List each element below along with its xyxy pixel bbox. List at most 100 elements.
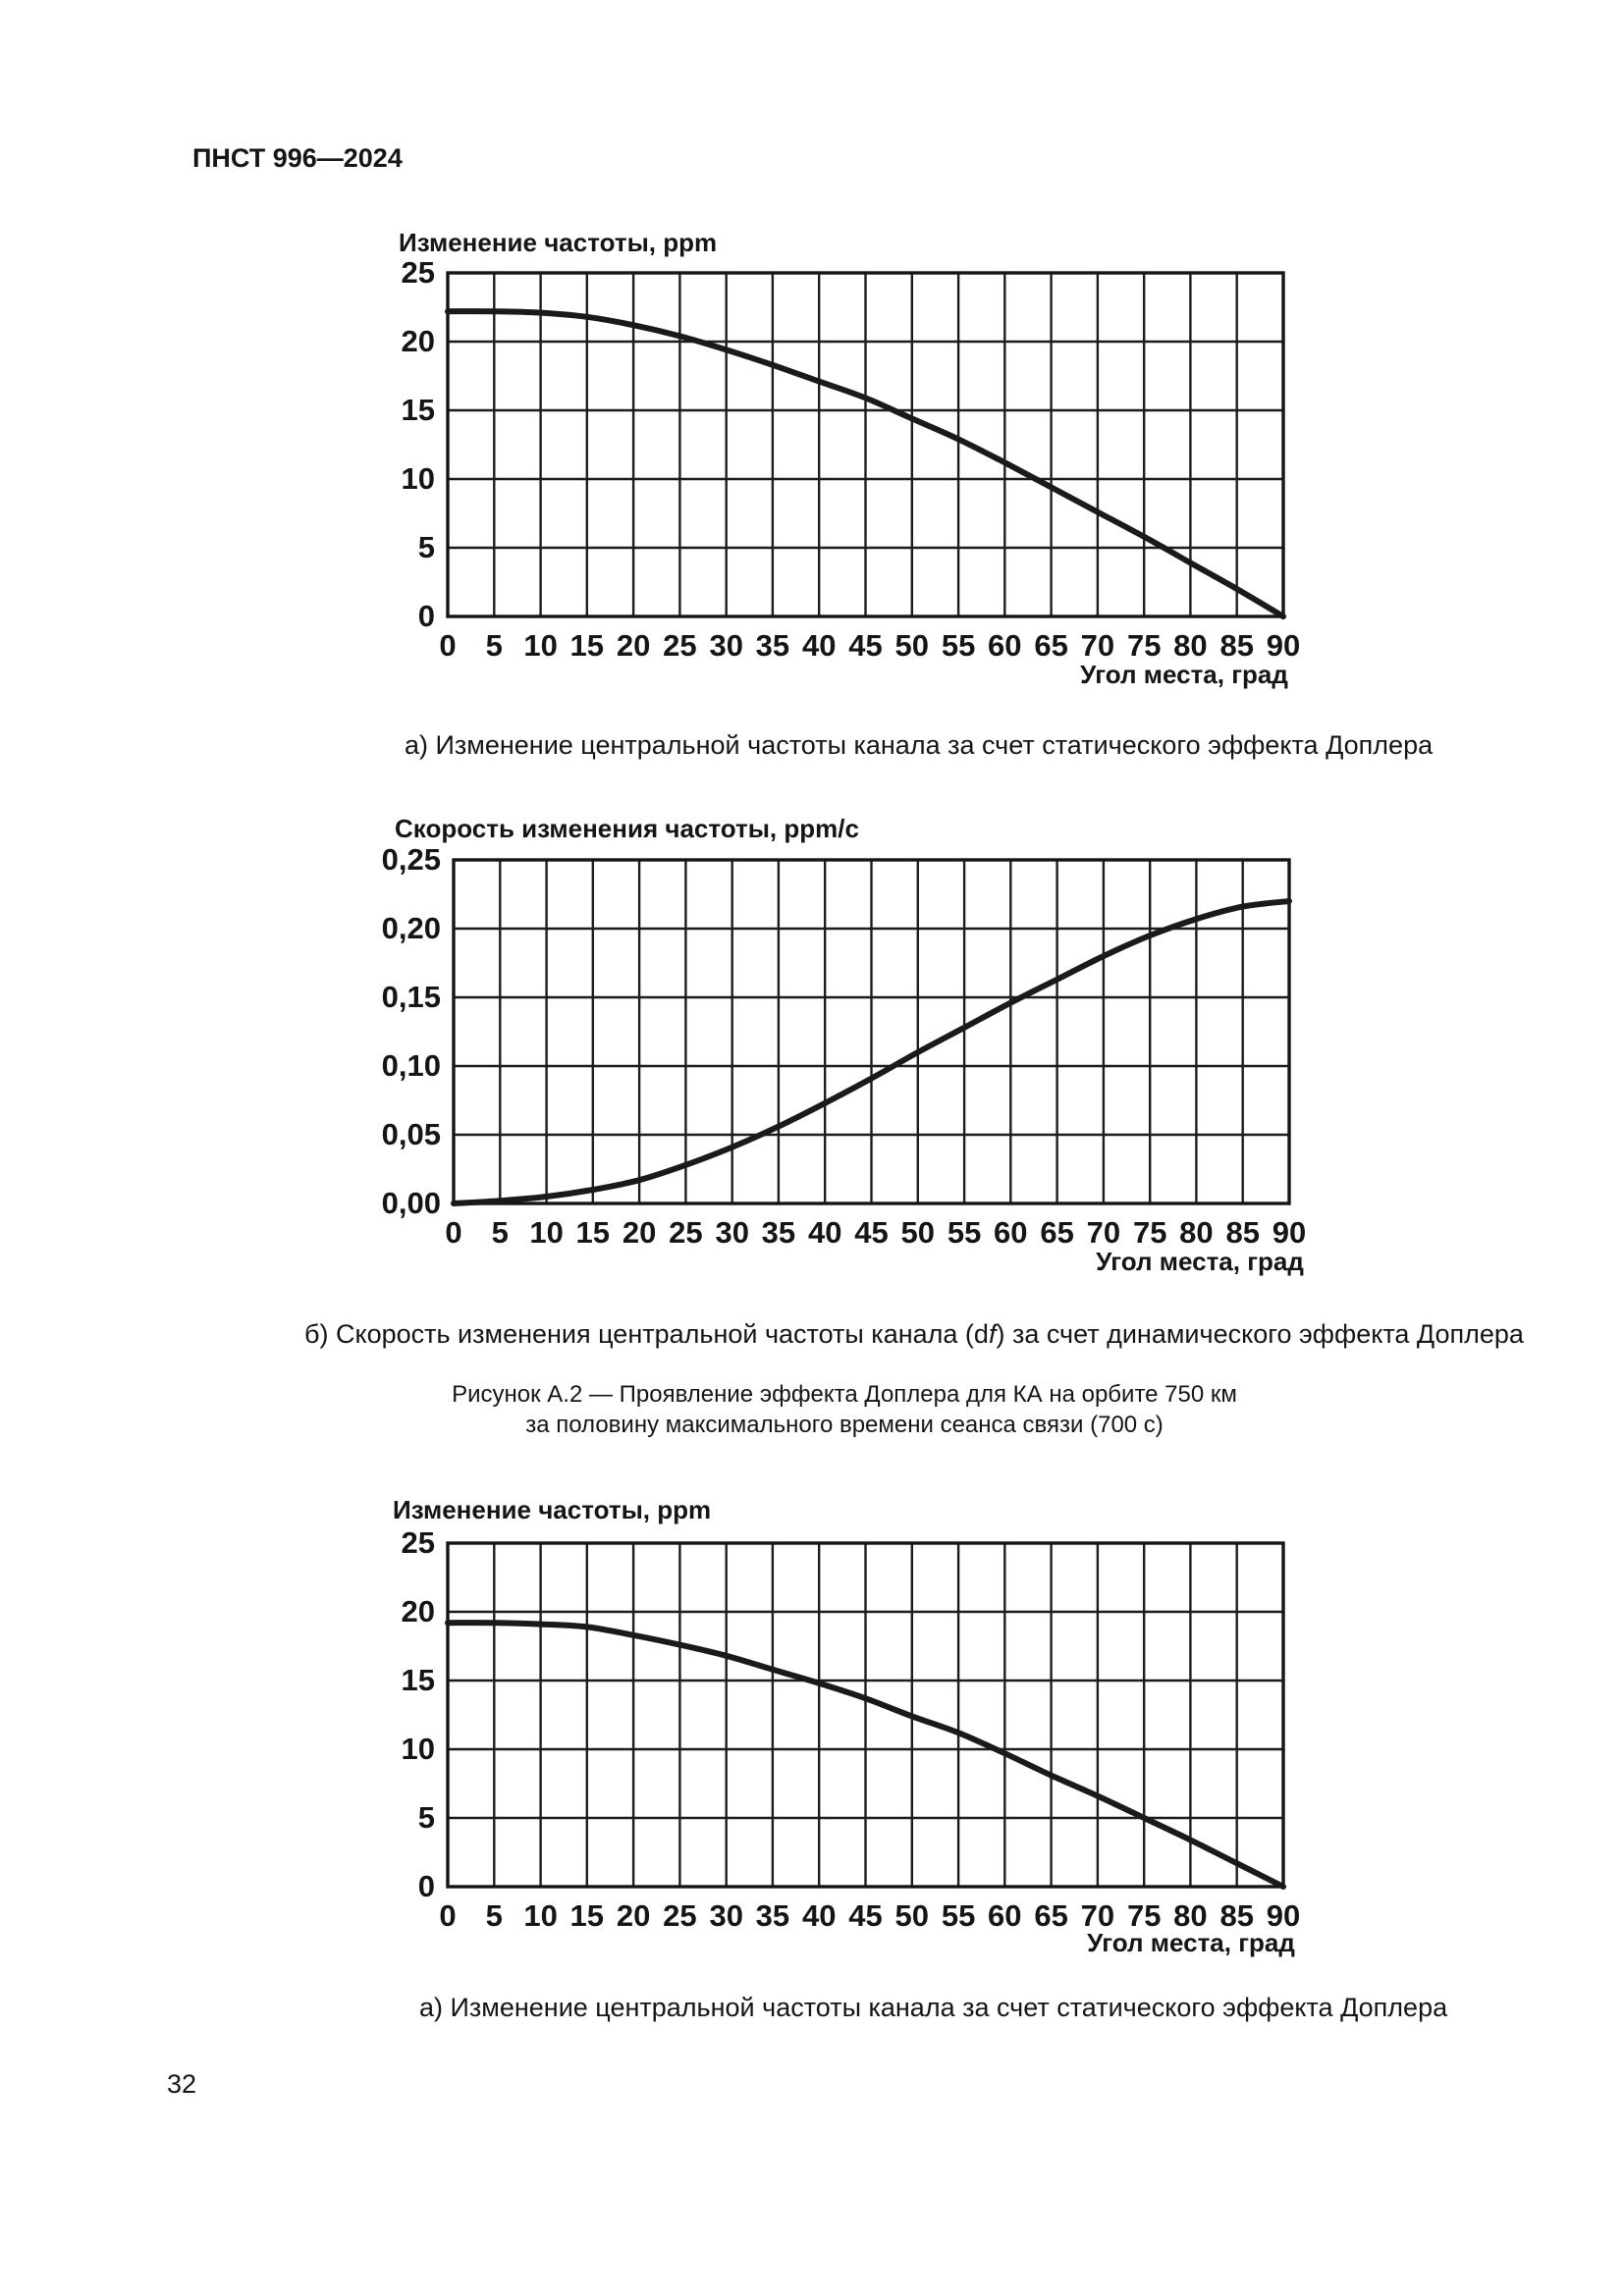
chart-curve-1: [451, 898, 1292, 1206]
x-tick-label: 50: [895, 628, 929, 663]
chart-grid-1: [452, 858, 1291, 1205]
x-tick-label: 85: [1225, 1215, 1259, 1250]
x-tick-label: 55: [942, 1898, 975, 1933]
y-tick-label: 20: [402, 324, 435, 358]
chart-y-ticks-0: 0 5 10 15 20 25: [402, 255, 435, 633]
x-tick-label: 40: [802, 1898, 836, 1933]
y-tick-label: 0,25: [382, 842, 441, 877]
chart-a-title: Изменение частоты, ppm: [399, 228, 718, 257]
x-tick-label: 5: [486, 1898, 503, 1933]
y-tick-label: 0,05: [382, 1117, 441, 1151]
chart-a-xaxis-label: Угол места, град: [1080, 660, 1288, 689]
chart-curve-2: [445, 1620, 1286, 1890]
y-tick-label: 5: [418, 530, 435, 564]
x-tick-label: 25: [669, 1215, 702, 1250]
x-tick-label: 90: [1267, 628, 1300, 663]
chart-plot-1: 0 5 10 15 20 25 30 35 40 45 50 55 60 65 70 75 80 85 90 0,00…: [382, 842, 1307, 1250]
chart-grid-2: [446, 1541, 1285, 1889]
figure-caption-line2: за половину максимального времени сеанса…: [525, 1412, 1164, 1438]
x-tick-label: 5: [486, 628, 503, 663]
y-tick-label: 0,10: [382, 1048, 441, 1083]
chart-plot-0: 0 5 10 15 20 25 30 35 40 45 50 55 60 65 70 75 80 85 900510…: [402, 255, 1301, 663]
y-tick-label: 0: [418, 599, 435, 633]
caption-b-prefix: б) Скорость изменения центральной частот…: [304, 1319, 989, 1349]
x-tick-label: 80: [1173, 628, 1207, 663]
x-tick-label: 55: [947, 1215, 981, 1250]
x-tick-label: 70: [1087, 1215, 1120, 1250]
x-tick-label: 15: [576, 1215, 610, 1250]
caption-b-suffix: ) за счет динамического эффекта Доплера: [996, 1319, 1524, 1349]
y-tick-label: 0,20: [382, 911, 441, 945]
x-tick-label: 20: [617, 628, 650, 663]
chart-c-xaxis-label: Угол места, град: [1087, 1928, 1295, 1957]
x-tick-label: 0: [439, 1898, 456, 1933]
page-number: 32: [167, 2069, 197, 2099]
x-tick-label: 60: [994, 1215, 1027, 1250]
caption-b-italic-f: f: [988, 1319, 997, 1349]
x-tick-label: 35: [762, 1215, 795, 1250]
chart-curve-0: [445, 308, 1286, 619]
x-tick-label: 5: [492, 1215, 509, 1250]
x-tick-label: 0: [439, 628, 456, 663]
chart-border-0: [446, 271, 1285, 618]
y-tick-label: 10: [402, 461, 435, 496]
x-tick-label: 40: [808, 1215, 841, 1250]
x-tick-label: 20: [623, 1215, 656, 1250]
x-tick-label: 10: [523, 1898, 557, 1933]
chart-plot-2: 0 5 10 15 20 25 30 35 40 45 50 55 60 65 70 75 80 85 900510…: [402, 1525, 1301, 1933]
x-tick-label: 45: [848, 628, 882, 663]
y-tick-label: 0,15: [382, 980, 441, 1014]
caption-b: б) Скорость изменения центральной частот…: [304, 1319, 1524, 1350]
figure-caption-line1: Рисунок А.2 — Проявление эффекта Доплера…: [452, 1381, 1237, 1408]
x-tick-label: 35: [756, 1898, 789, 1933]
x-tick-label: 25: [663, 628, 696, 663]
caption-a-top: а) Изменение центральной частоты канала …: [405, 730, 1434, 760]
x-tick-label: 85: [1219, 628, 1253, 663]
x-tick-label: 55: [942, 628, 975, 663]
chart-x-ticks-2: 0 5 10 15 20 25 30 35 40 45 50 55 60 65 70 75 80 85 90: [439, 1898, 1300, 1933]
caption-a-bottom: а) Изменение центральной частоты канала …: [419, 1993, 1448, 2022]
x-tick-label: 70: [1081, 1898, 1114, 1933]
x-tick-label: 30: [709, 628, 742, 663]
x-tick-label: 50: [895, 1898, 929, 1933]
x-tick-label: 20: [617, 1898, 650, 1933]
y-tick-label: 0: [418, 1869, 435, 1903]
chart-c-title: Изменение частоты, ppm: [393, 1495, 712, 1524]
x-tick-label: 90: [1272, 1215, 1306, 1250]
chart-b-title: Скорость изменения частоты, ppm/с: [395, 814, 859, 843]
y-tick-label: 25: [402, 1525, 435, 1560]
x-tick-label: 65: [1040, 1215, 1073, 1250]
x-tick-label: 15: [570, 1898, 604, 1933]
x-tick-label: 75: [1133, 1215, 1166, 1250]
y-tick-label: 5: [418, 1800, 435, 1835]
x-tick-label: 40: [802, 628, 836, 663]
chart-y-ticks-2: 0 5 10 15 20 25: [402, 1525, 435, 1903]
y-tick-label: 15: [402, 393, 435, 427]
x-tick-label: 15: [570, 628, 604, 663]
y-tick-label: 20: [402, 1594, 435, 1629]
chart-x-ticks-1: 0 5 10 15 20 25 30 35 40 45 50 55 60 65 70 75 80 85 90: [445, 1215, 1306, 1250]
x-tick-label: 30: [715, 1215, 748, 1250]
y-tick-label: 10: [402, 1732, 435, 1766]
x-tick-label: 25: [663, 1898, 696, 1933]
x-tick-label: 45: [848, 1898, 882, 1933]
chart-border-2: [446, 1541, 1285, 1889]
y-tick-label: 0,00: [382, 1186, 441, 1220]
x-tick-label: 10: [523, 628, 557, 663]
x-tick-label: 90: [1267, 1898, 1300, 1933]
y-tick-label: 25: [402, 255, 435, 290]
chart-b-xaxis-label: Угол места, град: [1096, 1247, 1304, 1276]
x-tick-label: 60: [988, 1898, 1021, 1933]
chart-y-ticks-1: 0,00 0,05 0,10 0,15 0,20 0,25: [382, 842, 441, 1220]
document-header: ПНСТ 996—2024: [192, 143, 403, 173]
x-tick-label: 75: [1127, 1898, 1161, 1933]
x-tick-label: 10: [529, 1215, 563, 1250]
x-tick-label: 80: [1173, 1898, 1207, 1933]
x-tick-label: 65: [1034, 628, 1067, 663]
x-tick-label: 35: [756, 628, 789, 663]
y-tick-label: 15: [402, 1663, 435, 1697]
x-tick-label: 45: [854, 1215, 888, 1250]
x-tick-label: 0: [445, 1215, 461, 1250]
